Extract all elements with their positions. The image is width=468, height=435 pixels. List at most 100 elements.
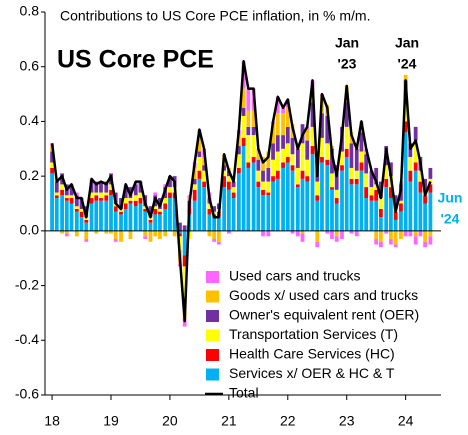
bar-segment [369, 195, 374, 201]
bar-segment [330, 173, 334, 188]
legend-swatch [206, 290, 219, 303]
bar-segment [334, 189, 339, 199]
bar-segment [393, 244, 398, 248]
bar-segment [428, 230, 433, 237]
bar-segment [334, 198, 339, 204]
bar-segment [399, 203, 403, 212]
bar-segment [364, 198, 369, 231]
bar-segment [60, 189, 64, 196]
bar-segment [172, 198, 177, 231]
bar-segment [168, 198, 172, 231]
bar-segment [50, 151, 54, 163]
bar-segment [354, 178, 359, 185]
bar-segment [182, 255, 187, 267]
bar-segment [315, 241, 320, 248]
bar-segment [109, 195, 113, 231]
bar-segment [251, 135, 256, 157]
bar-segment [354, 148, 359, 171]
legend-swatch [206, 329, 219, 342]
bar-segment [271, 181, 275, 231]
bar-segment [374, 184, 379, 190]
bar-segment [275, 151, 280, 171]
bar-segment [334, 236, 339, 242]
bar-segment [271, 143, 275, 160]
bar-segment [128, 200, 133, 204]
bar-segment [104, 195, 109, 201]
chart-subtitle: US Core PCE [57, 46, 214, 74]
bar-segment [197, 151, 202, 157]
bar-segment [158, 230, 162, 240]
bar-segment [84, 222, 89, 231]
bar-segment [271, 124, 275, 144]
bar-segment [330, 189, 334, 231]
bar-segment [143, 208, 148, 212]
bar-segment [285, 156, 290, 163]
bar-segment [133, 200, 138, 207]
bar-segment [374, 200, 379, 231]
bar-segment [428, 236, 433, 245]
bar-segment [399, 211, 403, 231]
bar-segment [428, 184, 433, 193]
bar-segment [423, 195, 427, 204]
bar-segment [403, 132, 408, 231]
bar-segment [359, 132, 364, 152]
bar-segment [344, 156, 349, 231]
bar-segment [246, 126, 251, 136]
legend-label: Goods x/ used cars and trucks [229, 287, 418, 303]
bar-segment [266, 230, 271, 237]
bar-segment [281, 113, 285, 136]
bar-segment [281, 107, 285, 114]
bar-segment [261, 230, 265, 237]
bar-segment [178, 222, 182, 231]
bar-segment [379, 208, 383, 218]
bar-segment [128, 230, 133, 240]
bar-segment [158, 208, 162, 212]
bar-segment [330, 148, 334, 174]
bar-segment [207, 208, 212, 215]
bar-segment [113, 211, 118, 231]
bar-segment [393, 219, 398, 231]
legend-label: Total [229, 385, 259, 401]
bar-segment [413, 162, 418, 171]
bar-segment [50, 167, 54, 174]
bar-segment [89, 203, 94, 231]
bar-segment [99, 198, 103, 201]
bar-segment [300, 143, 305, 171]
bar-segment [281, 135, 285, 149]
bar-segment [389, 239, 393, 245]
annotation: Jan [395, 35, 419, 51]
bar-segment [295, 167, 300, 185]
bar-segment [231, 181, 236, 188]
bar-segment [364, 154, 369, 174]
bar-segment [133, 184, 138, 196]
bar-segment [54, 181, 59, 193]
bar-segment [340, 230, 344, 240]
bar-segment [64, 198, 69, 201]
bar-segment [236, 154, 241, 168]
chart-title: Contributions to US Core PCE inflation, … [60, 8, 370, 24]
bar-segment [153, 206, 158, 209]
bar-segment [290, 137, 295, 155]
annotation: '24 [398, 56, 417, 72]
bar-segment [163, 203, 168, 209]
bar-segment [192, 184, 197, 190]
bar-segment [158, 214, 162, 231]
legend-label: Health Care Services (HC) [229, 346, 395, 362]
bar-segment [275, 135, 280, 152]
bar-segment [334, 230, 339, 237]
bar-segment [261, 181, 265, 190]
bar-segment [261, 189, 265, 196]
bar-segment [84, 230, 89, 240]
bar-segment [305, 140, 310, 160]
bar-segment [79, 217, 84, 231]
bar-segment [64, 195, 69, 199]
bar-segment [226, 189, 231, 231]
bar-segment [359, 170, 364, 231]
bar-segment [295, 187, 300, 231]
bar-segment [222, 176, 227, 188]
bar-segment [315, 195, 320, 201]
bar-segment [266, 192, 271, 196]
bar-segment [295, 148, 300, 168]
bar-segment [104, 230, 109, 234]
bar-segment [275, 113, 280, 136]
